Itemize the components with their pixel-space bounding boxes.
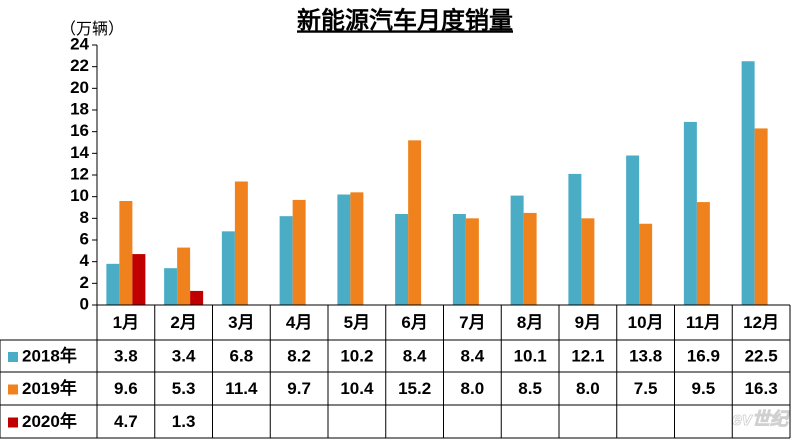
table-value: 13.8 xyxy=(629,346,662,365)
table-value: 3.8 xyxy=(114,346,138,365)
table-value: 3.4 xyxy=(172,346,196,365)
bar xyxy=(106,263,120,305)
x-tick-label: 8月 xyxy=(517,313,543,332)
x-tick-label: 6月 xyxy=(401,313,427,332)
y-tick-label: 20 xyxy=(70,78,89,97)
legend-label: 2018年 xyxy=(22,345,77,365)
bar xyxy=(279,216,293,305)
table-value: 9.6 xyxy=(114,379,138,398)
table-value: 6.8 xyxy=(230,346,254,365)
bar xyxy=(408,140,422,305)
table-value: 10.2 xyxy=(340,346,373,365)
table-value: 16.3 xyxy=(745,379,778,398)
table-value: 12.1 xyxy=(571,346,604,365)
bar xyxy=(741,61,755,305)
bar xyxy=(626,155,640,305)
table-value: 8.4 xyxy=(461,346,485,365)
y-tick-label: 4 xyxy=(80,251,90,270)
y-tick-label: 2 xyxy=(80,273,89,292)
chart-title: 新能源汽车月度销量 xyxy=(297,6,513,34)
x-tick-label: 2月 xyxy=(170,313,196,332)
table-value: 10.1 xyxy=(514,346,547,365)
bar xyxy=(234,181,248,305)
y-tick-label: 10 xyxy=(70,186,89,205)
bar xyxy=(754,128,768,305)
legend-label: 2020年 xyxy=(22,411,77,431)
table-value: 8.0 xyxy=(461,379,485,398)
y-tick-label: 12 xyxy=(70,164,89,183)
bar xyxy=(395,214,409,305)
bar xyxy=(523,212,537,305)
legend-swatch xyxy=(8,417,18,428)
x-tick-label: 4月 xyxy=(286,313,312,332)
bar xyxy=(465,218,479,305)
bar xyxy=(337,194,351,305)
table-value: 9.7 xyxy=(287,379,311,398)
bar xyxy=(510,195,524,305)
bar xyxy=(119,201,133,305)
x-tick-label: 11月 xyxy=(686,313,721,332)
x-tick-label: 10月 xyxy=(628,313,664,332)
bar xyxy=(568,173,582,305)
x-tick-label: 12月 xyxy=(743,313,779,332)
bar xyxy=(639,223,653,305)
x-tick-label: 9月 xyxy=(575,313,601,332)
table-value: 15.2 xyxy=(398,379,431,398)
table-value: 10.4 xyxy=(340,379,374,398)
table-value: 22.5 xyxy=(745,346,778,365)
table-value: 8.4 xyxy=(403,346,427,365)
legend-swatch xyxy=(8,352,18,362)
bar xyxy=(350,192,364,305)
table-value: 9.5 xyxy=(692,379,716,398)
bar xyxy=(292,199,306,305)
y-tick-label: 16 xyxy=(70,121,89,140)
table-value: 5.3 xyxy=(172,379,196,398)
bar xyxy=(132,254,146,305)
y-tick-label: 14 xyxy=(70,143,89,162)
table-value: 8.2 xyxy=(287,346,311,365)
table-value: 1.3 xyxy=(172,412,196,431)
legend-swatch xyxy=(8,384,18,395)
bar xyxy=(452,214,466,305)
table-value: 8.0 xyxy=(576,379,600,398)
y-tick-label: 22 xyxy=(70,56,89,75)
y-axis-title: （万辆） xyxy=(60,20,124,38)
table-value: 16.9 xyxy=(687,346,720,365)
bar xyxy=(177,247,191,305)
table-value: 4.7 xyxy=(114,412,138,431)
bar xyxy=(164,268,178,305)
y-tick-label: 6 xyxy=(80,229,89,248)
bar xyxy=(683,121,697,306)
x-tick-label: 7月 xyxy=(459,313,485,332)
y-tick-label: 0 xyxy=(80,294,89,313)
x-tick-label: 5月 xyxy=(344,313,370,332)
x-tick-label: 3月 xyxy=(228,313,254,332)
watermark: ev世纪 xyxy=(732,409,791,429)
bar xyxy=(221,231,235,305)
y-tick-label: 8 xyxy=(80,208,89,227)
y-tick-label: 24 xyxy=(70,34,89,53)
table-value: 8.5 xyxy=(518,379,542,398)
table-value: 7.5 xyxy=(634,379,658,398)
y-tick-label: 18 xyxy=(70,99,89,118)
legend-label: 2019年 xyxy=(22,378,77,398)
bar xyxy=(696,202,710,305)
bar xyxy=(190,290,204,305)
table-value: 11.4 xyxy=(225,379,258,398)
x-tick-label: 1月 xyxy=(113,313,139,332)
bar xyxy=(581,218,595,305)
